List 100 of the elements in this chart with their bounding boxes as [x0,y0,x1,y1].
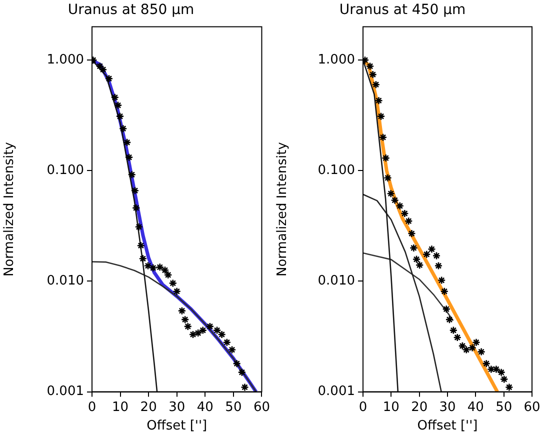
point [104,74,114,83]
x-tick-label: 10 [382,400,400,415]
point [487,365,496,374]
point [98,65,108,74]
point [458,342,467,350]
chart-title: Uranus at 450 μm [339,2,466,18]
point [386,189,396,198]
point [184,322,192,331]
y-tick-label: 0.001 [318,384,355,400]
point [497,368,506,376]
point [228,346,236,354]
x-axis-title: Offset [''] [417,418,478,434]
x-tick-label: 20 [140,400,157,415]
point [114,101,122,110]
point [440,287,449,296]
x-tick-label: 40 [467,400,484,415]
point [172,287,182,296]
point [442,304,451,314]
point [415,260,424,270]
point [110,93,120,102]
x-axis-title: Offset [''] [146,418,208,434]
point [222,338,232,347]
point [232,359,241,368]
point [412,255,421,264]
point [368,70,378,79]
y-tick-label: 0.010 [46,274,84,289]
point [432,252,441,260]
chart-title: Uranus at 850 μm [68,2,194,18]
point [194,328,202,338]
x-tick-label: 50 [225,400,242,415]
x-tick-label: 0 [88,400,96,415]
point [376,112,386,120]
point [449,326,458,334]
y-axis-title: Normalized Intensity [275,142,290,277]
point [96,62,104,70]
point [124,153,134,162]
y-tick-label: 1.000 [46,52,84,68]
point [404,216,413,226]
point [116,112,124,120]
point [122,138,132,147]
x-tick-label: 60 [524,400,540,415]
point [206,322,214,331]
point [477,348,486,356]
x-tick-label: 30 [439,400,456,415]
y-tick-label: 0.100 [46,163,84,178]
point [396,202,404,210]
point [372,80,380,89]
point [238,368,246,376]
point [132,204,140,212]
point [148,264,158,272]
point [437,276,446,284]
point [134,222,144,232]
y-axis-title: Normalized Intensity [2,142,18,277]
y-tick-label: 0.010 [318,274,355,289]
point [468,344,476,352]
point [384,174,392,182]
point [156,263,164,272]
x-tick-label: 0 [358,400,368,415]
point [118,124,128,133]
point [382,154,390,162]
point [500,375,508,384]
point [390,196,399,204]
point [410,244,418,252]
point [218,330,226,339]
x-tick-label: 50 [496,400,512,415]
y-tick-label: 1.000 [318,52,355,68]
point [168,279,178,288]
point [374,96,383,105]
x-tick-label: 60 [253,400,270,415]
point [128,170,136,179]
point [445,315,454,324]
x-tick-label: 10 [112,400,129,415]
y-tick-label: 0.001 [46,384,84,400]
point [240,383,249,392]
x-tick-label: 20 [411,400,428,415]
point [378,133,388,142]
point [366,62,374,70]
point [180,315,190,324]
point [428,245,436,254]
point [505,383,514,392]
point [212,326,222,334]
y-tick-label: 0.100 [318,163,355,178]
point [492,365,500,374]
point [198,326,208,334]
point [422,250,431,259]
point [462,346,471,354]
point [178,306,186,315]
point [136,241,146,250]
point [188,330,198,339]
point [138,254,148,263]
point [472,338,480,347]
point [482,359,491,368]
point [434,262,443,270]
x-tick-label: 40 [196,400,214,415]
point [408,229,416,238]
x-tick-label: 30 [168,400,186,415]
point [144,262,152,270]
point [130,186,140,195]
point [400,209,409,218]
point [453,333,462,342]
